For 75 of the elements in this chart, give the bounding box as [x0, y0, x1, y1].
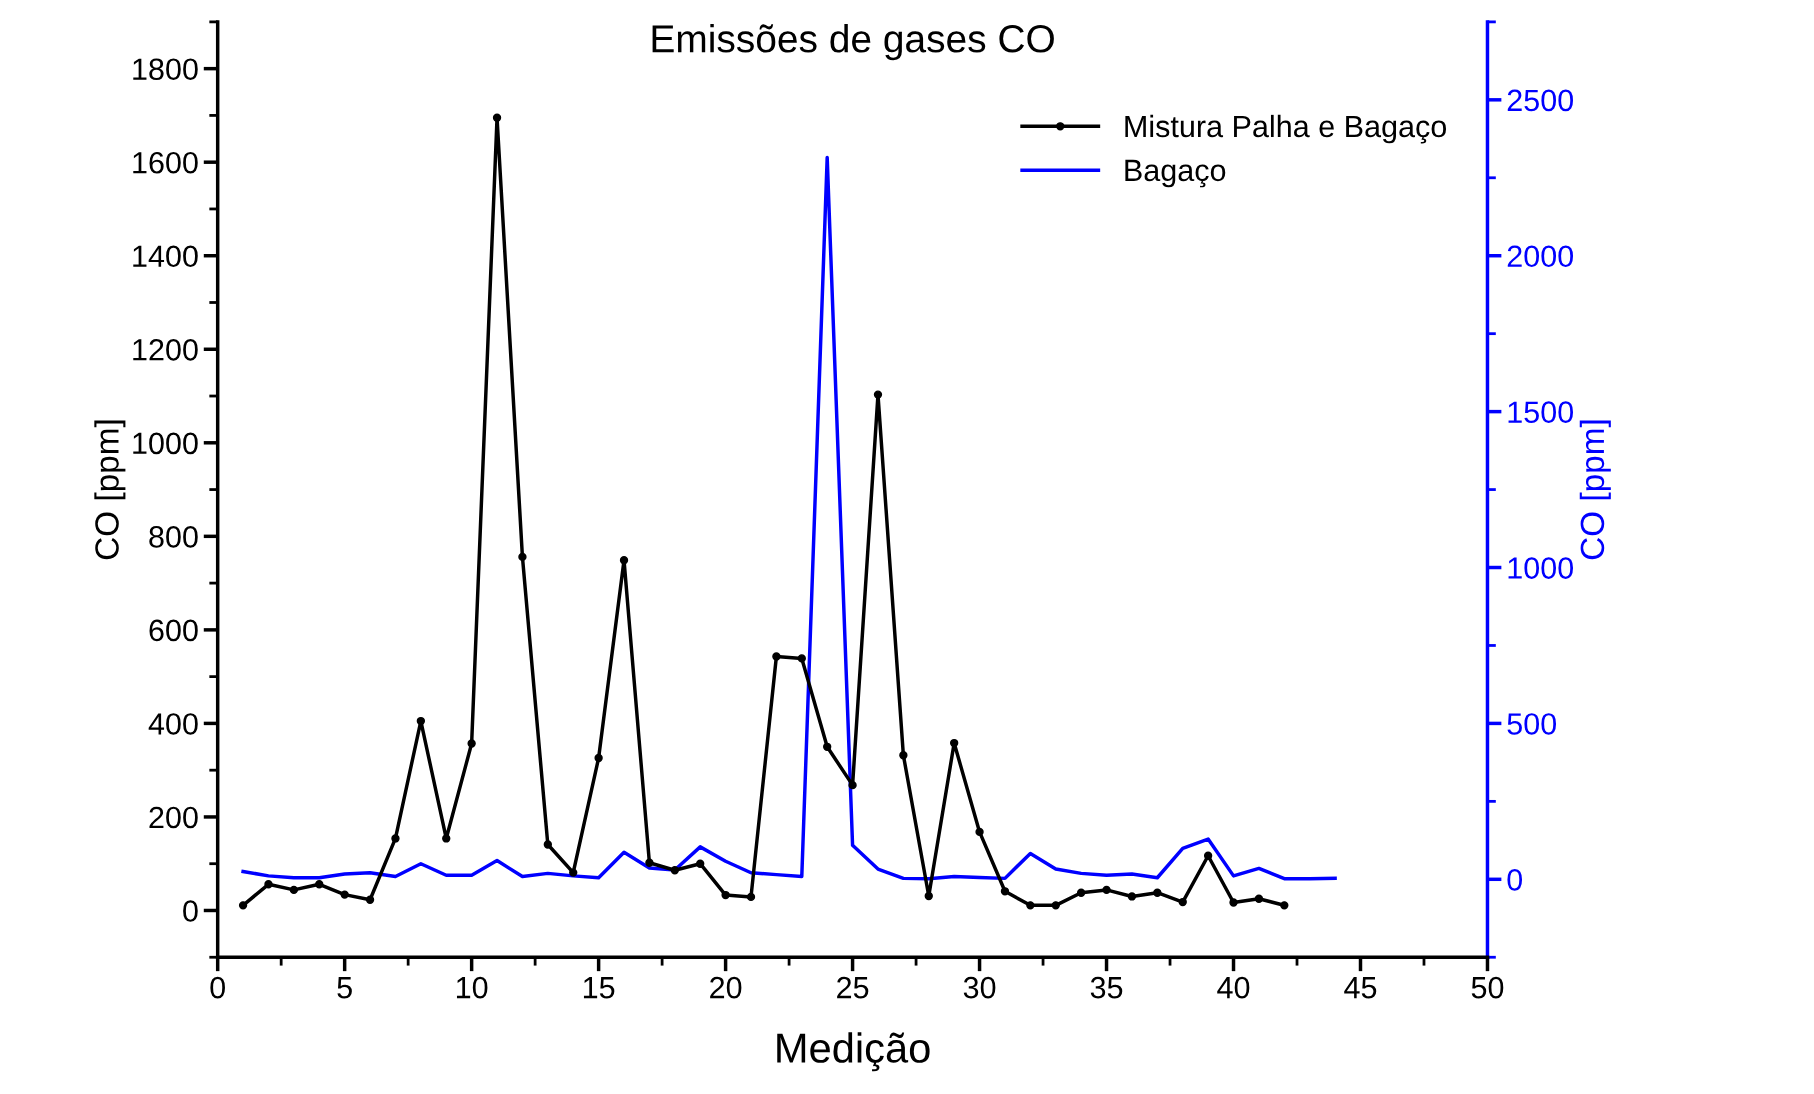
point	[569, 868, 578, 877]
y2-tick-label: 1500	[1508, 401, 1574, 423]
y2-axis-title: CO [ppm]	[1579, 420, 1611, 560]
point	[848, 780, 857, 790]
y-tick-label: 800	[149, 526, 198, 548]
x-tick-label: 40	[1217, 976, 1250, 999]
y-tick-label: 1800	[133, 58, 198, 81]
point	[619, 556, 629, 565]
point	[365, 895, 375, 904]
x-tick-label: 20	[710, 976, 742, 999]
point	[1178, 897, 1187, 907]
y2-tick-label: 2000	[1507, 245, 1574, 268]
legend-label: Mistura Palha e Bagaço	[1125, 114, 1447, 144]
point	[924, 891, 933, 901]
point	[264, 880, 273, 889]
point	[518, 552, 527, 562]
point	[391, 834, 400, 843]
y-tick-label: 200	[149, 806, 198, 829]
point	[315, 880, 324, 889]
point	[442, 834, 451, 843]
x-tick-label: 45	[1344, 977, 1377, 999]
point	[340, 890, 349, 899]
y-tick-label: 400	[148, 713, 198, 735]
x-tick-label: 5	[337, 977, 352, 999]
point	[543, 840, 552, 849]
y-tick-label: 1000	[133, 432, 198, 455]
point	[746, 892, 756, 902]
x-tick-label: 35	[1090, 976, 1123, 999]
y2-tick-label: 2500	[1507, 89, 1574, 112]
y-tick-label: 600	[149, 619, 198, 642]
point	[1203, 851, 1213, 860]
y2-tick-label: 500	[1507, 713, 1557, 735]
x-tick-label: 25	[837, 976, 869, 999]
point	[1127, 892, 1137, 901]
point	[721, 890, 730, 900]
chart-title: Emissões de gases CO	[652, 24, 1054, 61]
y-tick-label: 0	[183, 900, 198, 922]
point	[1051, 901, 1060, 910]
point	[823, 742, 832, 751]
y2-tick-label: 0	[1507, 869, 1523, 891]
point	[1000, 887, 1010, 896]
point	[772, 652, 781, 661]
point	[1254, 894, 1264, 903]
x-tick-label: 15	[583, 977, 615, 999]
point	[1229, 898, 1238, 907]
point	[238, 901, 248, 910]
y2-tick-label: 1000	[1508, 557, 1574, 579]
y-tick-label: 1200	[133, 338, 198, 361]
point	[1153, 888, 1162, 897]
point	[670, 866, 679, 875]
point	[1076, 888, 1086, 897]
point	[949, 738, 959, 748]
point	[899, 751, 908, 760]
point	[416, 716, 426, 726]
legend-label: Bagaço	[1125, 159, 1226, 188]
point	[696, 859, 705, 868]
y-tick-label: 1400	[133, 245, 198, 268]
y-tick-label: 1600	[133, 151, 198, 174]
point	[467, 739, 476, 748]
point	[975, 827, 984, 837]
x-tick-label: 30	[963, 976, 996, 999]
point	[873, 390, 883, 399]
point	[1102, 885, 1111, 895]
point	[797, 654, 806, 663]
point	[1026, 901, 1035, 910]
point	[492, 113, 502, 122]
point	[645, 858, 654, 867]
x-tick-label: 10	[456, 976, 488, 999]
y-axis-title: CO [ppm]	[94, 420, 126, 560]
point	[1280, 901, 1289, 910]
x-tick-label: 50	[1471, 976, 1504, 999]
point	[594, 753, 603, 763]
point	[289, 885, 299, 895]
x-tick-label: 0	[210, 976, 225, 999]
x-axis-title: Medição	[777, 1032, 930, 1072]
